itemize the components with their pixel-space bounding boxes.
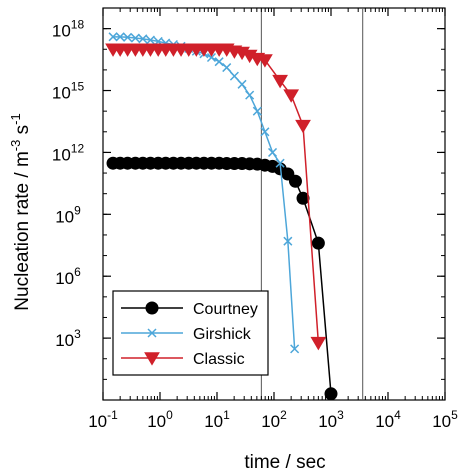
y-tick-base: 10 <box>55 269 74 288</box>
y-axis-label-sup1: -3 <box>8 140 23 152</box>
y-axis-label-main: Nucleation rate / m <box>12 151 33 310</box>
legend: Courtney Girshick Classic <box>112 290 269 376</box>
data-point-girshick <box>245 90 255 100</box>
y-tick-label-5: 1018 <box>52 18 85 41</box>
y-tick-label-4: 1015 <box>52 80 85 103</box>
y-axis-label-mid: s <box>12 125 33 140</box>
x-tick-label-4: 103 <box>318 408 344 431</box>
data-point-girshick <box>275 158 285 168</box>
data-point-girshick <box>260 127 270 137</box>
x-tick-exp: 4 <box>394 408 401 422</box>
legend-marker-courtney <box>145 301 159 315</box>
data-point-classic <box>257 54 273 68</box>
legend-marker-classic <box>144 352 160 366</box>
x-tick-label-1: 100 <box>147 408 173 431</box>
x-tick-label-2: 101 <box>204 408 230 431</box>
data-point-girshick <box>229 71 239 81</box>
x-tick-label-0: 10-1 <box>88 408 118 431</box>
data-point-classic <box>272 74 288 89</box>
x-tick-exp: 5 <box>451 408 458 422</box>
x-axis-label: time / sec <box>244 452 325 473</box>
x-tick-base: 10 <box>432 412 451 431</box>
data-point-girshick <box>138 34 148 44</box>
y-axis-label-sup2: -1 <box>8 113 23 125</box>
x-tick-base: 10 <box>204 412 223 431</box>
y-tick-label-3: 1012 <box>52 141 85 164</box>
data-point-girshick <box>214 57 224 67</box>
x-tick-exp: 3 <box>337 408 344 422</box>
legend-marker-girshick <box>147 328 157 338</box>
data-point-classic <box>283 89 300 103</box>
x-tick-base: 10 <box>318 412 337 431</box>
x-tick-exp: 2 <box>280 408 287 422</box>
data-point-girshick <box>115 32 125 42</box>
y-tick-base: 10 <box>52 145 71 164</box>
series-courtney <box>106 156 338 401</box>
x-tick-label-3: 102 <box>261 408 287 431</box>
y-tick-base: 10 <box>52 22 71 41</box>
y-tick-base: 10 <box>52 84 71 103</box>
data-point-girshick <box>252 106 262 116</box>
data-point-girshick <box>130 33 140 43</box>
data-point-girshick <box>290 344 300 354</box>
data-point-girshick <box>145 35 155 45</box>
legend-label-classic: Classic <box>193 351 245 368</box>
reference-lines <box>260 8 364 400</box>
y-tick-exp: 6 <box>74 265 81 279</box>
y-axis-label: Nucleation rate / m-3 s-1 <box>8 113 33 310</box>
y-tick-label-0: 103 <box>55 327 81 350</box>
y-tick-exp: 9 <box>74 203 81 217</box>
x-tick-base: 10 <box>261 412 280 431</box>
x-tick-label-6: 105 <box>432 408 458 431</box>
x-tick-exp: 1 <box>223 408 230 422</box>
data-point-girshick <box>237 79 247 89</box>
y-tick-exp: 12 <box>71 141 85 155</box>
y-tick-label-1: 106 <box>55 265 81 288</box>
data-point-courtney <box>288 174 302 188</box>
x-tick-base: 10 <box>147 412 166 431</box>
y-tick-base: 10 <box>55 331 74 350</box>
y-tick-label-2: 109 <box>55 203 81 226</box>
data-point-girshick <box>222 63 232 73</box>
data-point-classic <box>295 119 311 134</box>
legend-label-girshick: Girshick <box>193 326 252 343</box>
y-tick-base: 10 <box>55 207 74 226</box>
data-point-girshick <box>206 52 217 63</box>
y-tick-exp: 15 <box>71 80 85 94</box>
x-tick-label-5: 104 <box>375 408 401 431</box>
x-tick-base: 10 <box>375 412 394 431</box>
axes-layer: 10-1 100 101 102 103 104 105103106109101210151… <box>52 8 458 431</box>
data-point-girshick <box>268 147 278 157</box>
y-tick-exp: 3 <box>74 327 81 341</box>
x-tick-exp: -1 <box>107 408 118 422</box>
data-point-classic <box>310 336 327 351</box>
data-point-girshick <box>283 236 293 246</box>
data-point-girshick <box>123 32 133 42</box>
x-tick-base: 10 <box>88 412 107 431</box>
y-tick-exp: 18 <box>71 18 85 32</box>
data-point-courtney <box>311 236 325 250</box>
data-point-courtney <box>296 191 310 205</box>
series-classic <box>105 43 327 351</box>
legend-label-courtney: Courtney <box>193 301 258 318</box>
series-layer <box>105 32 338 401</box>
data-point-girshick <box>108 32 118 42</box>
x-tick-exp: 0 <box>166 408 173 422</box>
